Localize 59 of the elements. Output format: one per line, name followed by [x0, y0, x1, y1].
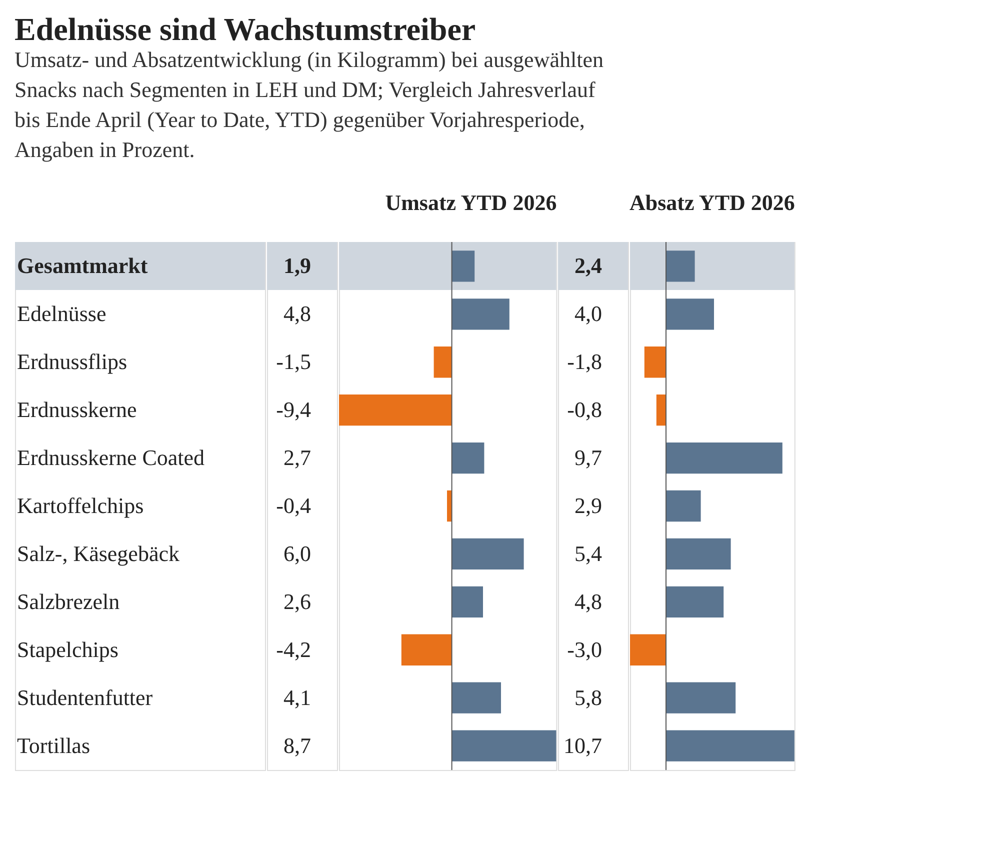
- data-label: -1,5: [276, 349, 311, 374]
- chart-title: Edelnüsse sind Wachstumstreiber: [14, 11, 476, 47]
- y-tick-label: Stapelchips: [17, 637, 118, 662]
- data-label: -0,8: [567, 397, 602, 422]
- y-tick-label: Salz-, Käsegebäck: [17, 541, 180, 566]
- y-tick-label: Erdnusskerne: [17, 397, 137, 422]
- y-tick-label: Edelnüsse: [17, 301, 106, 326]
- bar: [666, 490, 701, 522]
- data-label: 6,0: [284, 541, 311, 566]
- y-tick-label: Kartoffelchips: [17, 493, 144, 518]
- bar: [644, 346, 666, 378]
- data-label: -0,4: [276, 493, 311, 518]
- bar: [452, 730, 556, 762]
- data-label: 2,9: [574, 493, 602, 518]
- bar: [666, 538, 731, 570]
- data-label: 1,9: [284, 253, 311, 278]
- bar: [452, 298, 510, 330]
- y-tick-label: Salzbrezeln: [17, 589, 120, 614]
- data-label: 4,0: [574, 301, 602, 326]
- y-tick-label: Tortillas: [17, 733, 90, 758]
- bar: [339, 394, 452, 426]
- data-label: 4,1: [284, 685, 311, 710]
- data-label: 9,7: [574, 445, 602, 470]
- bar: [452, 250, 475, 282]
- bar: [666, 250, 695, 282]
- bar: [452, 586, 483, 618]
- bar: [452, 442, 484, 474]
- bar: [447, 490, 452, 522]
- data-label: 2,6: [284, 589, 311, 614]
- x-axis-title: Umsatz YTD 2026: [385, 190, 557, 215]
- bar: [666, 586, 724, 618]
- y-tick-label: Gesamtmarkt: [17, 253, 148, 278]
- data-label: -3,0: [567, 637, 602, 662]
- data-label: 5,8: [574, 685, 602, 710]
- y-tick-label: Erdnusskerne Coated: [17, 445, 205, 470]
- chart-subtitle: Umsatz- und Absatzentwicklung (in Kilogramm) bei ausgewählten Snacks nach Segmenten in LEH und DM; Vergleich Jahresverlauf bis Ende April (Year to Date, YTD) gegenüber Vorjahresperiode, Angaben in Prozent.: [14, 47, 604, 162]
- y-tick-label: Studentenfutter: [17, 685, 154, 710]
- data-label: 4,8: [574, 589, 602, 614]
- bar: [656, 394, 666, 426]
- data-label: 10,7: [564, 733, 602, 758]
- data-label: -9,4: [276, 397, 311, 422]
- bar: [434, 346, 452, 378]
- bar: [452, 682, 501, 714]
- data-label: 2,4: [574, 253, 602, 278]
- data-label: 4,8: [284, 301, 311, 326]
- bar: [401, 634, 452, 666]
- bar: [452, 538, 524, 570]
- bar: [666, 442, 782, 474]
- data-label: 2,7: [284, 445, 311, 470]
- bar: [630, 634, 666, 666]
- bar: [666, 298, 714, 330]
- bar: [666, 730, 794, 762]
- data-label: -1,8: [567, 349, 602, 374]
- data-label: 5,4: [574, 541, 602, 566]
- x-axis-title: Absatz YTD 2026: [629, 190, 795, 215]
- y-tick-label: Erdnussflips: [17, 349, 127, 374]
- bar: [666, 682, 736, 714]
- data-label: 8,7: [284, 733, 311, 758]
- data-label: -4,2: [276, 637, 311, 662]
